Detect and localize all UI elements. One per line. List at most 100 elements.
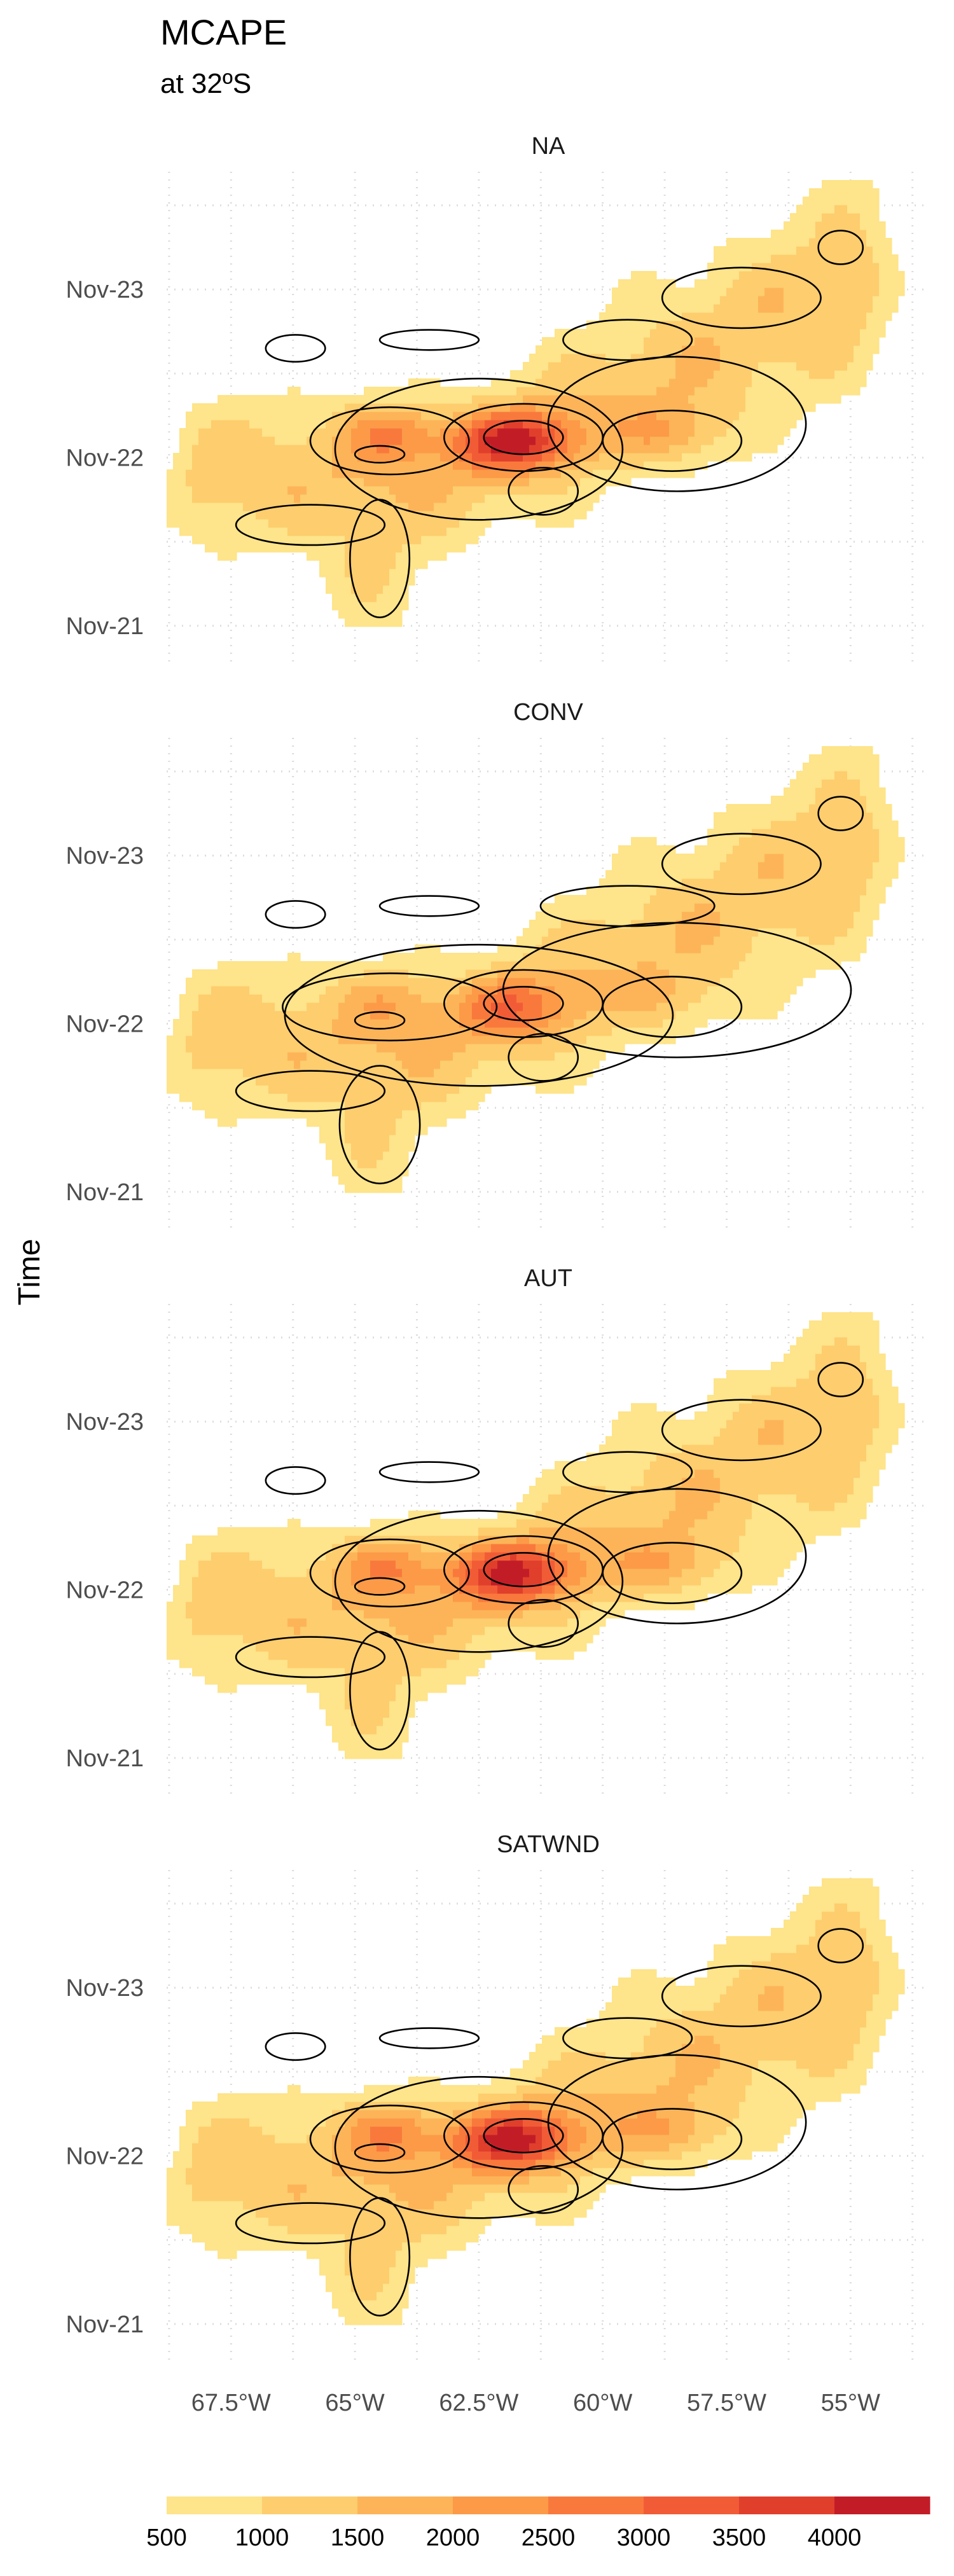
mcape-cell bbox=[542, 920, 549, 929]
mcape-cell bbox=[300, 536, 307, 544]
mcape-cell bbox=[745, 312, 752, 321]
mcape-cell bbox=[586, 961, 593, 970]
mcape-cell bbox=[179, 1077, 186, 1086]
mcape-cell bbox=[332, 1110, 339, 1119]
mcape-cell bbox=[860, 345, 867, 354]
contour-line bbox=[508, 467, 579, 516]
mcape-cell bbox=[771, 945, 778, 953]
mcape-cell bbox=[396, 1151, 403, 1160]
mcape-cell bbox=[249, 1035, 256, 1044]
mcape-cell bbox=[726, 804, 733, 813]
mcape-cell bbox=[796, 771, 803, 780]
mcape-cell bbox=[332, 519, 339, 528]
mcape-cell bbox=[383, 527, 390, 536]
mcape-cell bbox=[847, 362, 854, 371]
mcape-cell bbox=[834, 271, 841, 280]
mcape-cell bbox=[472, 978, 479, 987]
mcape-cell bbox=[682, 928, 689, 937]
mcape-cell bbox=[586, 1027, 593, 1036]
mcape-cell bbox=[841, 205, 848, 214]
mcape-cell bbox=[764, 354, 771, 363]
mcape-cell bbox=[663, 378, 670, 387]
mcape-cell bbox=[644, 287, 651, 296]
mcape-cell bbox=[237, 1102, 244, 1111]
mcape-cell bbox=[402, 986, 409, 995]
mcape-cell bbox=[198, 994, 205, 1003]
mcape-cell bbox=[701, 961, 708, 970]
mcape-cell bbox=[682, 304, 689, 313]
mcape-cell bbox=[179, 436, 186, 445]
mcape-cell bbox=[510, 403, 517, 412]
mcape-cell bbox=[701, 878, 708, 887]
mcape-cell bbox=[523, 370, 530, 379]
mcape-cell bbox=[828, 953, 835, 962]
mcape-cell bbox=[803, 271, 810, 280]
mcape-cell bbox=[529, 1019, 536, 1028]
mcape-cell bbox=[345, 519, 352, 528]
mcape-cell bbox=[561, 378, 568, 387]
mcape-cell bbox=[307, 1085, 314, 1094]
mcape-cell bbox=[472, 420, 479, 429]
mcape-cell bbox=[402, 560, 409, 569]
mcape-cell bbox=[561, 1085, 568, 1094]
mcape-cell bbox=[243, 420, 250, 429]
mcape-cell bbox=[682, 403, 689, 412]
mcape-cell bbox=[523, 502, 530, 511]
mcape-cell bbox=[644, 1002, 651, 1011]
mcape-cell bbox=[605, 969, 612, 978]
mcape-cell bbox=[396, 610, 403, 619]
mcape-cell bbox=[803, 279, 810, 288]
mcape-cell bbox=[593, 469, 600, 478]
mcape-cell bbox=[357, 461, 364, 470]
mcape-cell bbox=[701, 420, 708, 429]
mcape-cell bbox=[504, 453, 511, 462]
mcape-cell bbox=[529, 969, 536, 978]
mcape-cell bbox=[421, 436, 428, 445]
mcape-cell bbox=[790, 246, 797, 255]
mcape-cell bbox=[377, 536, 384, 544]
mcape-cell bbox=[478, 1060, 485, 1069]
mcape-cell bbox=[396, 1060, 403, 1069]
mcape-cell bbox=[752, 329, 759, 338]
mcape-cell bbox=[345, 1151, 352, 1160]
mcape-cell bbox=[186, 461, 193, 470]
mcape-cell bbox=[745, 453, 752, 462]
mcape-cell bbox=[841, 345, 848, 354]
mcape-cell bbox=[402, 486, 409, 495]
mcape-cell bbox=[644, 994, 651, 1003]
mcape-cell bbox=[567, 994, 574, 1003]
mcape-cell bbox=[262, 1044, 269, 1053]
mcape-cell bbox=[815, 213, 822, 222]
mcape-cell bbox=[796, 887, 803, 896]
mcape-cell bbox=[326, 461, 333, 470]
mcape-cell bbox=[364, 1027, 371, 1036]
mcape-cell bbox=[478, 527, 485, 536]
mcape-cell bbox=[230, 1110, 237, 1119]
mcape-cell bbox=[536, 1044, 543, 1053]
mcape-cell bbox=[179, 445, 186, 454]
mcape-cell bbox=[548, 486, 555, 495]
mcape-cell bbox=[656, 969, 663, 978]
mcape-cell bbox=[701, 312, 708, 321]
mcape-cell bbox=[307, 469, 314, 478]
mcape-cell bbox=[179, 486, 186, 495]
mcape-cell bbox=[574, 511, 581, 520]
mcape-cell bbox=[313, 502, 320, 511]
mcape-cell bbox=[364, 610, 371, 619]
mcape-cell bbox=[618, 854, 625, 862]
mcape-cell bbox=[879, 304, 886, 313]
mcape-cell bbox=[446, 478, 453, 487]
mcape-cell bbox=[669, 287, 676, 296]
mcape-cell bbox=[726, 821, 733, 829]
mcape-cell bbox=[561, 478, 568, 487]
mcape-cell bbox=[548, 412, 555, 420]
mcape-cell bbox=[574, 1027, 581, 1036]
mcape-cell bbox=[510, 1011, 517, 1020]
mcape-cell bbox=[803, 862, 810, 871]
mcape-cell bbox=[860, 263, 867, 272]
mcape-cell bbox=[357, 994, 364, 1003]
mcape-cell bbox=[307, 986, 314, 995]
mcape-cell bbox=[714, 895, 721, 904]
mcape-cell bbox=[593, 478, 600, 487]
mcape-cell bbox=[790, 911, 797, 920]
